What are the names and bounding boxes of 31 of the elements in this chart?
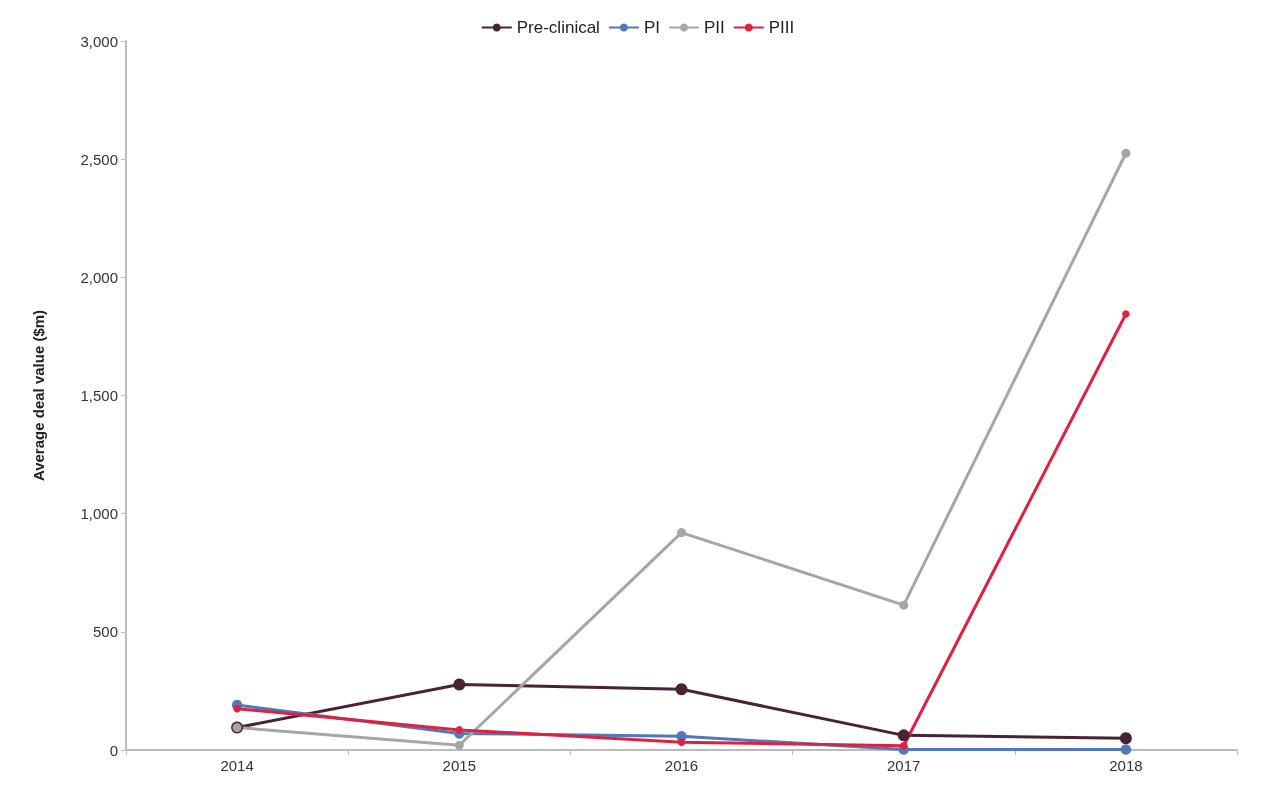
point [453,678,466,691]
legend-label: PII [703,18,725,37]
y-tick-label: 0 [109,741,118,759]
x-tick-label: 2017 [887,757,921,774]
legend-label: Pre-clinical [516,18,600,37]
legend-label: PIII [768,18,795,37]
legend-label: PI [643,18,660,37]
y-tick-label: 2,500 [80,150,118,168]
point [677,738,686,746]
y-tick-label: 1,000 [80,505,118,523]
point [455,726,464,734]
point [677,528,686,538]
y-tick-label: 2,000 [80,268,118,286]
x-tick-label: 2016 [664,757,699,774]
x-tick-label: 2015 [442,757,476,774]
point [899,600,909,610]
point [897,729,910,742]
point [1122,310,1130,318]
y-axis-title: Average deal value ($m) [30,309,47,482]
point [454,740,464,750]
point [675,683,688,696]
y-tick-label: 1,500 [80,387,118,404]
point [1121,148,1131,158]
x-tick-label: 2018 [1109,757,1143,774]
point [1119,732,1132,745]
y-tick-label: 500 [92,623,118,641]
point [233,704,241,713]
y-tick-label: 3,000 [80,32,118,50]
point [1120,744,1132,755]
point [899,742,908,750]
x-tick-label: 2014 [220,757,254,774]
